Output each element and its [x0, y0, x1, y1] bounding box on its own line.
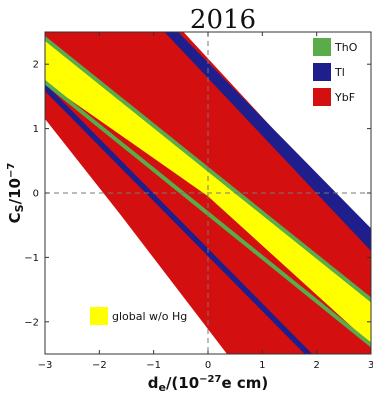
- legend-label-ybf: YbF: [334, 91, 355, 104]
- y-tick-label: 2: [33, 60, 39, 71]
- legend-label-tho: ThO: [334, 41, 358, 54]
- x-tick-label: 1: [259, 360, 265, 371]
- band-tl-1: [164, 32, 371, 251]
- y-tick-label: 0: [33, 189, 39, 200]
- legend-swatch-ybf: [313, 88, 331, 106]
- x-tick-label: 0: [205, 360, 211, 371]
- x-tick-label: −2: [92, 360, 107, 371]
- legend-label-tl: Tl: [334, 66, 345, 79]
- x-tick-label: −3: [38, 360, 53, 371]
- chart-title: 2016: [190, 5, 256, 35]
- legend-swatch-tl: [313, 63, 331, 81]
- inner-legend-swatch: [90, 307, 108, 325]
- legend: ThO Tl YbF: [313, 38, 358, 106]
- x-tick-label: −1: [146, 360, 161, 371]
- y-axis-ticks: −2 −1 0 1 2: [24, 60, 371, 328]
- x-tick-label: 3: [368, 360, 373, 371]
- x-tick-label: 2: [313, 360, 319, 371]
- band-global-w-o-hg-3: [45, 38, 371, 345]
- y-tick-label: −2: [24, 317, 39, 328]
- y-tick-label: −1: [24, 253, 39, 264]
- y-tick-label: 1: [33, 124, 39, 135]
- legend-swatch-tho: [313, 38, 331, 56]
- y-axis-label: CS/10−7: [6, 163, 26, 224]
- inner-legend: global w/o Hg: [90, 307, 187, 325]
- inner-legend-label: global w/o Hg: [112, 310, 187, 323]
- band-tl-2: [45, 83, 313, 354]
- x-axis-label: de/(10−27e cm): [148, 374, 269, 393]
- x-axis-ticks: −3 −2 −1 0 1 2 3: [38, 32, 373, 371]
